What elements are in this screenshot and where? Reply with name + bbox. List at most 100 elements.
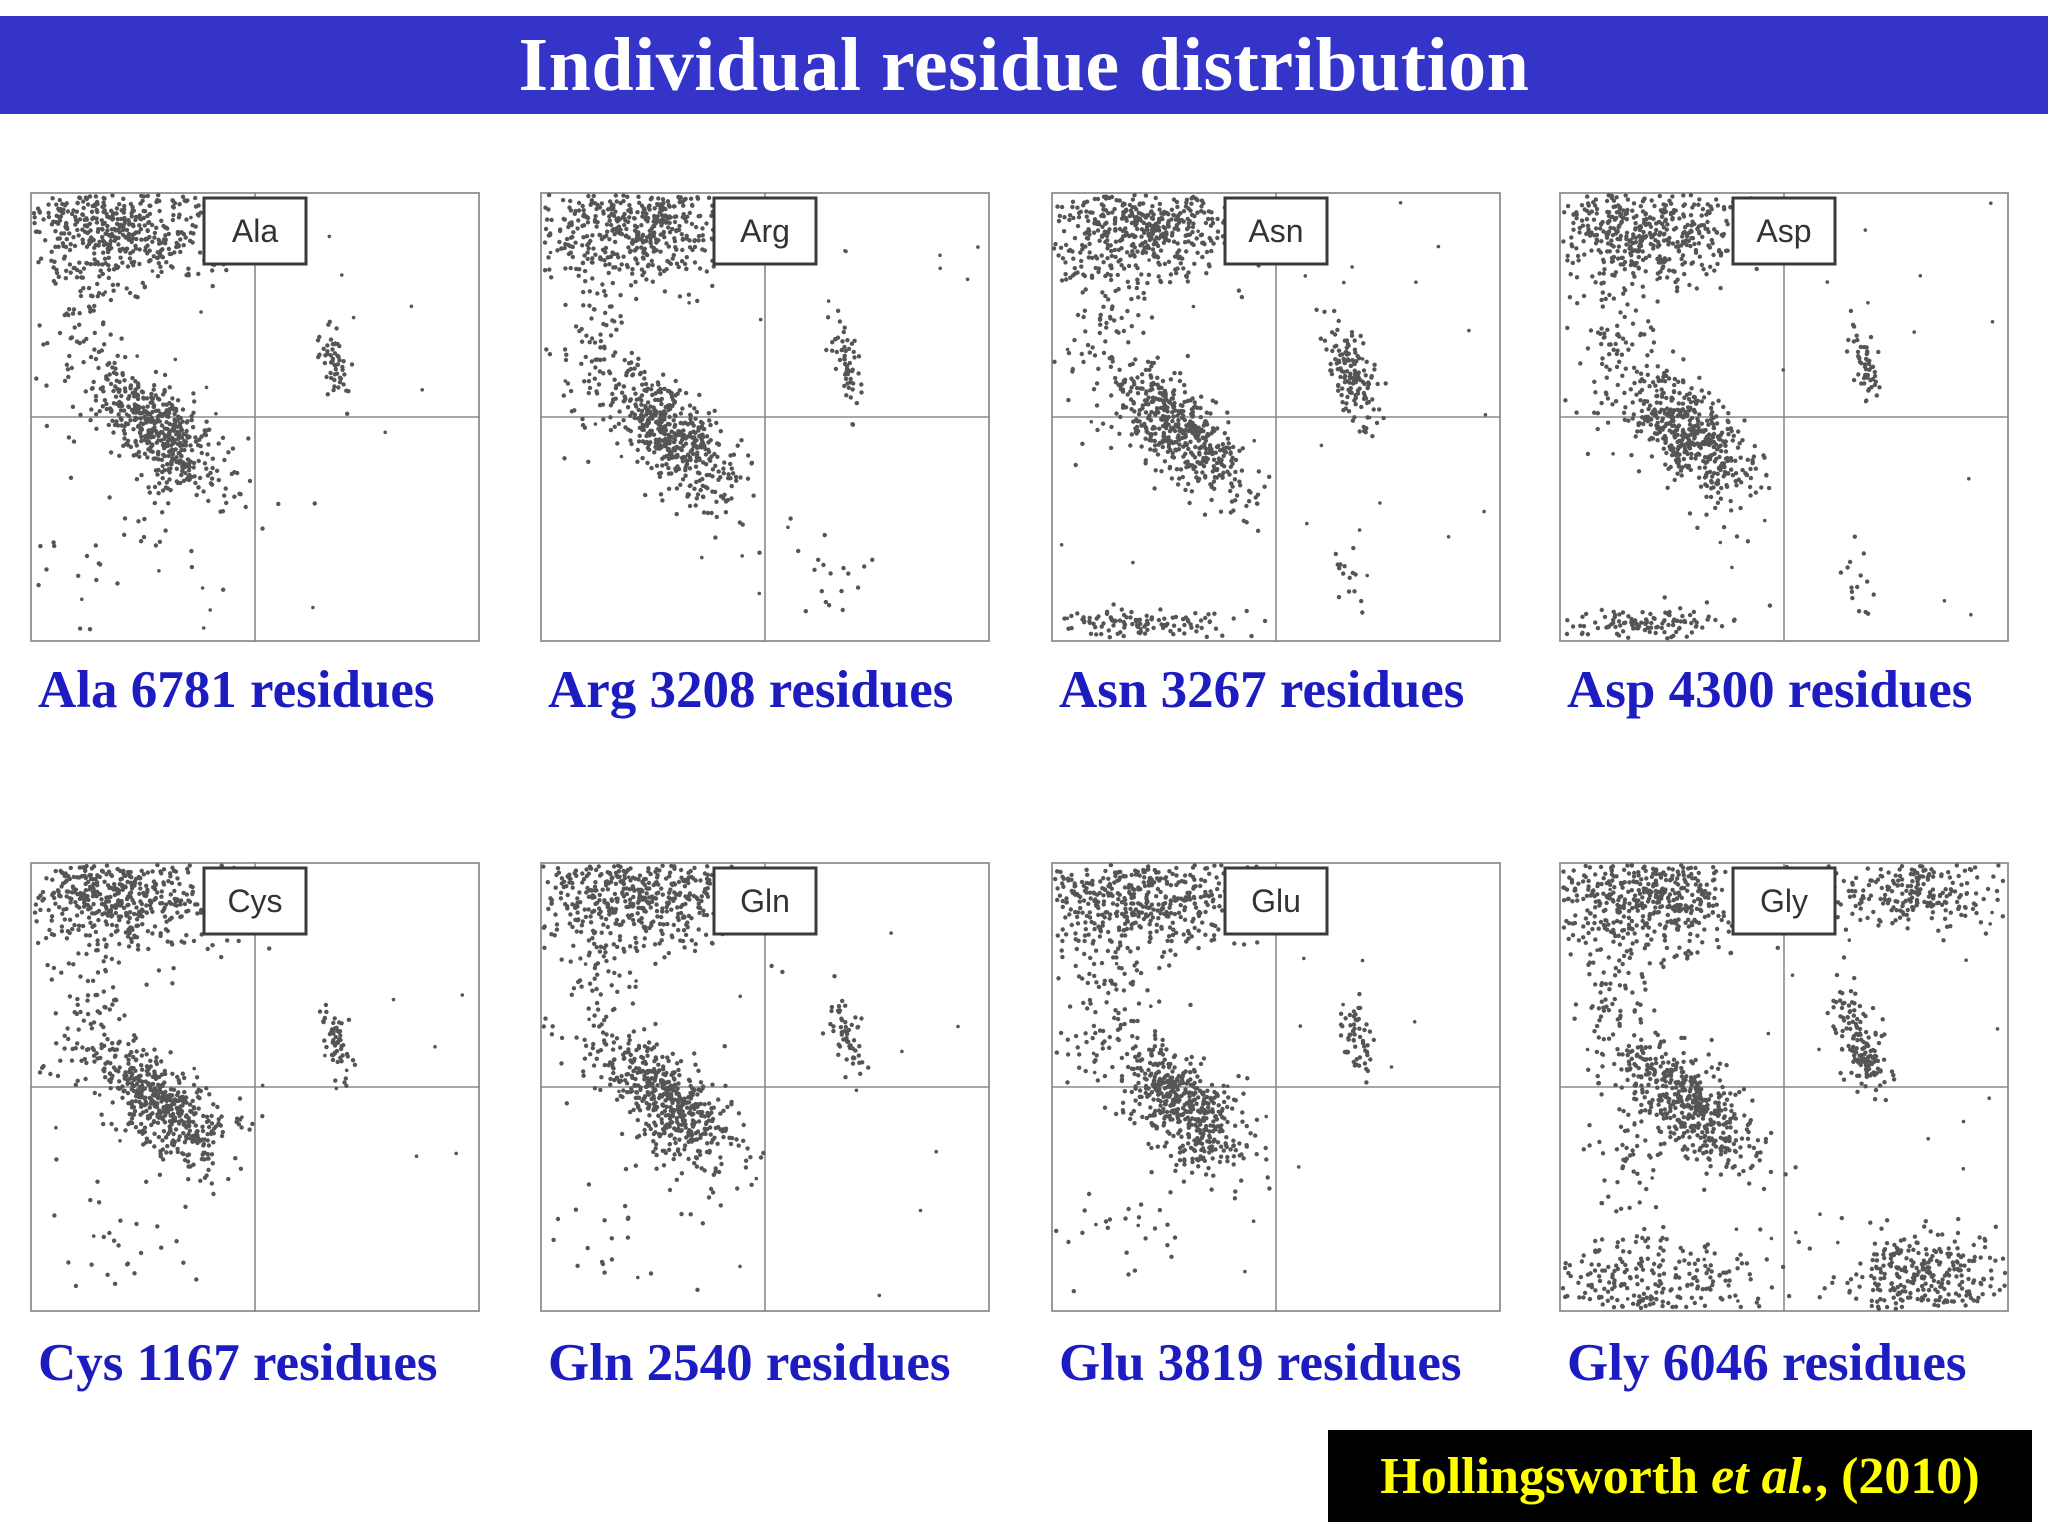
data-point (640, 455, 645, 461)
data-point (1584, 231, 1589, 237)
data-point (1580, 614, 1585, 619)
data-point (1637, 390, 1643, 395)
data-point (64, 221, 69, 226)
data-point (123, 249, 128, 254)
data-point (1628, 262, 1634, 268)
data-point (1670, 622, 1676, 628)
data-point (729, 483, 734, 489)
data-point (1598, 226, 1603, 231)
data-point (1186, 239, 1191, 244)
data-point (155, 396, 161, 401)
points-group (31, 193, 425, 632)
data-point (1357, 528, 1362, 532)
data-point (1588, 328, 1594, 333)
data-point (1701, 395, 1707, 400)
data-point (1100, 421, 1106, 426)
data-point (1196, 229, 1200, 233)
data-point (1194, 629, 1199, 634)
data-point (658, 398, 663, 403)
data-point (749, 461, 754, 466)
data-point (1103, 339, 1108, 344)
data-point (1670, 217, 1675, 222)
data-point (1194, 475, 1199, 480)
data-point (64, 889, 70, 894)
data-point (99, 218, 105, 223)
data-point (712, 408, 717, 413)
data-point (1697, 452, 1702, 457)
data-point (682, 261, 688, 267)
data-point (1151, 253, 1156, 258)
data-point (193, 480, 198, 486)
data-point (1191, 304, 1196, 309)
data-point (76, 927, 81, 932)
data-point (1865, 350, 1870, 356)
data-point (617, 267, 622, 272)
data-point (1079, 258, 1084, 264)
data-point (606, 270, 611, 276)
data-point (167, 449, 172, 454)
data-point (86, 915, 92, 920)
data-point (1574, 275, 1580, 280)
data-point (706, 411, 712, 416)
data-point (1563, 398, 1568, 403)
data-point (846, 571, 851, 576)
data-point (1613, 399, 1619, 404)
data-point (1102, 229, 1107, 234)
data-point (106, 275, 112, 281)
data-point (1644, 363, 1649, 369)
data-point (1624, 242, 1629, 247)
data-point (1123, 405, 1129, 410)
data-point (1175, 435, 1180, 440)
data-point (163, 237, 168, 242)
data-point (1340, 400, 1345, 405)
data-point (137, 454, 142, 459)
data-point (1740, 467, 1745, 473)
data-point (1169, 207, 1175, 212)
data-point (1101, 260, 1106, 265)
data-point (630, 267, 635, 272)
data-point (1178, 261, 1183, 266)
data-point (1647, 253, 1652, 259)
data-point (639, 223, 644, 228)
data-point (1670, 349, 1676, 354)
data-point (34, 919, 39, 924)
data-point (642, 208, 647, 214)
data-point (639, 267, 645, 272)
data-point (634, 397, 639, 402)
data-point (1612, 612, 1618, 618)
data-point (1104, 320, 1109, 326)
data-point (162, 914, 168, 919)
data-point (103, 261, 108, 266)
data-point (1700, 234, 1705, 240)
data-point (1181, 444, 1186, 449)
data-point (584, 333, 589, 338)
data-point (1665, 636, 1670, 641)
data-point (1231, 444, 1236, 450)
data-point (1220, 633, 1225, 638)
data-point (96, 349, 102, 355)
data-point (1120, 389, 1126, 394)
data-point (1637, 420, 1642, 426)
data-point (1214, 460, 1220, 466)
data-point (138, 227, 144, 232)
data-point (150, 427, 155, 432)
data-point (115, 581, 120, 586)
data-point (1658, 269, 1663, 274)
data-point (136, 230, 141, 235)
data-point (1659, 378, 1665, 383)
data-point (705, 510, 711, 516)
data-point (189, 548, 194, 554)
data-point (586, 379, 592, 384)
data-point (62, 873, 67, 879)
data-point (633, 247, 638, 253)
points-group (32, 862, 465, 1289)
data-point (1087, 232, 1092, 237)
data-point (1101, 304, 1106, 309)
data-point (1699, 421, 1704, 426)
data-point (612, 424, 617, 429)
data-point (1611, 620, 1616, 626)
data-point (96, 561, 102, 566)
data-point (544, 217, 550, 222)
data-point (548, 250, 553, 255)
data-point (1060, 256, 1066, 261)
